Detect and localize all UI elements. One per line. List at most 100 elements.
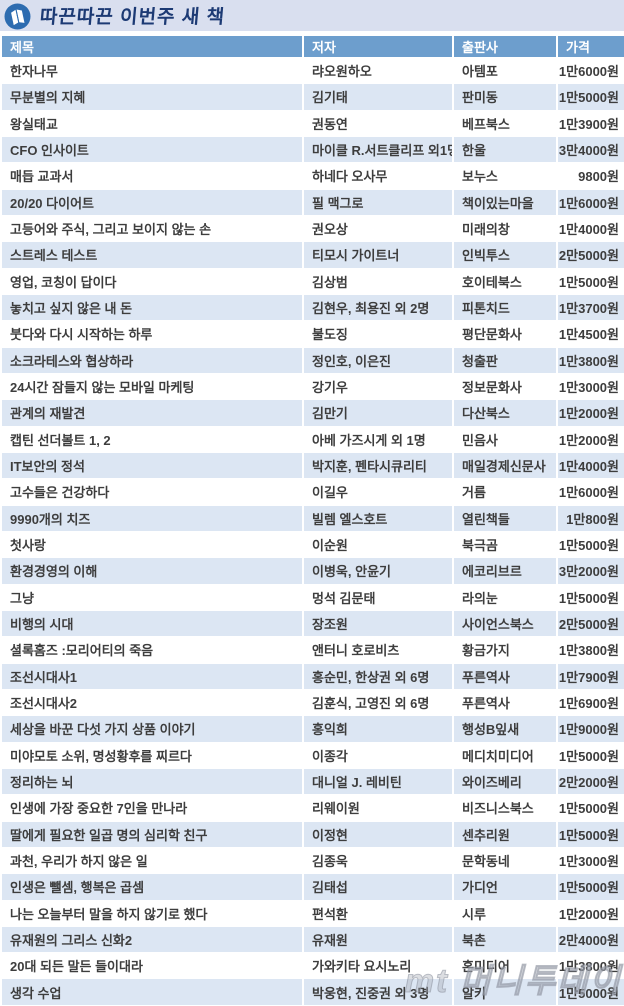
cell-author: 유재원 <box>302 925 454 954</box>
cell-price: 3만2000원 <box>556 557 624 585</box>
cell-price: 1만3800원 <box>556 346 624 374</box>
cell-author: 홍익희 <box>302 715 454 743</box>
cell-title: 캡틴 선더볼트 1, 2 <box>0 425 304 453</box>
cell-price: 1만4000원 <box>556 451 624 480</box>
cell-publisher: 미래의창 <box>452 214 558 243</box>
table-row: IT보안의 정석 박지훈, 펜타시큐리티 매일경제신문사 1만4000원 <box>0 451 624 480</box>
cell-price: 1만7900원 <box>556 662 624 690</box>
cell-title: 조선시대사1 <box>0 662 304 690</box>
cell-title: 한자나무 <box>0 56 304 85</box>
cell-author: 하네다 오사무 <box>302 162 454 190</box>
cell-price: 1만9000원 <box>556 715 624 743</box>
table-row: 24시간 잠들지 않는 모바일 마케팅 강기우 정보문화사 1만3000원 <box>0 372 624 401</box>
cell-author: 빌렘 엘스호트 <box>302 504 454 532</box>
cell-publisher: 베프북스 <box>452 109 558 137</box>
table-row: 고수들은 건강하다 이길우 거름 1만6000원 <box>0 478 624 506</box>
cell-publisher: 평단문화사 <box>452 320 558 348</box>
cell-publisher: 아템포 <box>452 56 558 85</box>
cell-title: 비행의 시대 <box>0 609 304 638</box>
cell-author: 장조원 <box>302 609 454 638</box>
table-row: 20/20 다이어트 필 맥그로 책이있는마을 1만6000원 <box>0 188 624 216</box>
table-row: 딸에게 필요한 일곱 명의 심리학 친구 이정현 센추리원 1만5000원 <box>0 820 624 848</box>
cell-publisher: 푸른역사 <box>452 688 558 717</box>
cell-author: 홍순민, 한상권 외 6명 <box>302 662 454 690</box>
column-header-price: 가격 <box>556 35 624 58</box>
table-header-row: 제목 저자 출판사 가격 <box>0 35 624 58</box>
cell-author: 이길우 <box>302 478 454 506</box>
cell-title: 20/20 다이어트 <box>0 188 304 216</box>
column-header-publisher: 출판사 <box>452 35 558 58</box>
cell-title: 소크라테스와 협상하라 <box>0 346 304 374</box>
table-row: 셜록홈즈 :모리어티의 죽음 앤터니 호로비츠 황금가지 1만3800원 <box>0 636 624 664</box>
cell-author: 김상범 <box>302 267 454 295</box>
cell-price: 1만5000원 <box>556 741 624 769</box>
cell-publisher: 다산북스 <box>452 399 558 427</box>
cell-title: 고수들은 건강하다 <box>0 478 304 506</box>
cell-author: 랴오원하오 <box>302 56 454 85</box>
cell-title: 과천, 우리가 하지 않은 일 <box>0 846 304 875</box>
cell-price: 1만3800원 <box>556 636 624 664</box>
cell-title: 세상을 바꾼 다섯 가지 상품 이야기 <box>0 715 304 743</box>
cell-title: 9990개의 치즈 <box>0 504 304 532</box>
table-row: 그냥 멍석 김문태 라의눈 1만5000원 <box>0 583 624 611</box>
cell-publisher: 호이테북스 <box>452 267 558 295</box>
cell-price: 1만2000원 <box>556 399 624 427</box>
table-row: 인생에 가장 중요한 7인을 만나라 리웨이원 비즈니스북스 1만5000원 <box>0 794 624 822</box>
table-row: 미야모토 소위, 명성황후를 찌르다 이종각 메디치미디어 1만5000원 <box>0 741 624 769</box>
cell-price: 1만6000원 <box>556 478 624 506</box>
cell-author: 김태섭 <box>302 873 454 901</box>
table-row: 왕실태교 권동연 베프북스 1만3900원 <box>0 109 624 137</box>
table-row: 비행의 시대 장조원 사이언스북스 2만5000원 <box>0 609 624 638</box>
cell-title: 관계의 재발견 <box>0 399 304 427</box>
cell-price: 1만5000원 <box>556 794 624 822</box>
table-row: 캡틴 선더볼트 1, 2 아베 가즈시게 외 1명 민음사 1만2000원 <box>0 425 624 453</box>
cell-publisher: 시루 <box>452 899 558 927</box>
cell-publisher: 한울 <box>452 135 558 164</box>
cell-author: 이병욱, 안윤기 <box>302 557 454 585</box>
cell-author: 리웨이원 <box>302 794 454 822</box>
cell-author: 이정현 <box>302 820 454 848</box>
cell-publisher: 에코리브르 <box>452 557 558 585</box>
table-row: 관계의 재발견 김만기 다산북스 1만2000원 <box>0 399 624 427</box>
cell-price: 2만2000원 <box>556 767 624 796</box>
cell-title: 미야모토 소위, 명성황후를 찌르다 <box>0 741 304 769</box>
cell-price: 1만5000원 <box>556 820 624 848</box>
cell-price: 1만3000원 <box>556 846 624 875</box>
table-row: 조선시대사1 홍순민, 한상권 외 6명 푸른역사 1만7900원 <box>0 662 624 690</box>
cell-author: 티모시 가이트너 <box>302 241 454 269</box>
cell-price: 1만3000원 <box>556 372 624 401</box>
table-row: 소크라테스와 협상하라 정인호, 이은진 청출판 1만3800원 <box>0 346 624 374</box>
cell-title: IT보안의 정석 <box>0 451 304 480</box>
cell-price: 1만5000원 <box>556 873 624 901</box>
cell-price: 3만4000원 <box>556 135 624 164</box>
table-row: 한자나무 랴오원하오 아템포 1만6000원 <box>0 56 624 85</box>
cell-author: 마이클 R.서트클리프 외1명 <box>302 135 454 164</box>
cell-publisher: 메디치미디어 <box>452 741 558 769</box>
cell-price: 1만5000원 <box>556 978 624 1006</box>
cell-title: 영업, 코칭이 답이다 <box>0 267 304 295</box>
cell-author: 가와키타 요시노리 <box>302 952 454 980</box>
table-row: 스트레스 테스트 티모시 가이트너 인빅투스 2만5000원 <box>0 241 624 269</box>
table-row: 9990개의 치즈 빌렘 엘스호트 열린책들 1만800원 <box>0 504 624 532</box>
cell-publisher: 혼미디어 <box>452 952 558 980</box>
cell-publisher: 보누스 <box>452 162 558 190</box>
cell-title: 정리하는 뇌 <box>0 767 304 796</box>
cell-publisher: 사이언스북스 <box>452 609 558 638</box>
column-header-title: 제목 <box>0 35 304 58</box>
cell-publisher: 문학동네 <box>452 846 558 875</box>
cell-price: 1만2000원 <box>556 899 624 927</box>
cell-publisher: 알키 <box>452 978 558 1006</box>
cell-price: 1만800원 <box>556 504 624 532</box>
cell-price: 1만4000원 <box>556 214 624 243</box>
table-row: 영업, 코칭이 답이다 김상범 호이테북스 1만5000원 <box>0 267 624 295</box>
cell-title: 스트레스 테스트 <box>0 241 304 269</box>
cell-title: 24시간 잠들지 않는 모바일 마케팅 <box>0 372 304 401</box>
cell-price: 9800원 <box>556 162 624 190</box>
cell-publisher: 센추리원 <box>452 820 558 848</box>
cell-publisher: 판미동 <box>452 83 558 111</box>
cell-title: 딸에게 필요한 일곱 명의 심리학 친구 <box>0 820 304 848</box>
cell-price: 1만6900원 <box>556 688 624 717</box>
cell-author: 권오상 <box>302 214 454 243</box>
cell-title: 나는 오늘부터 말을 하지 않기로 했다 <box>0 899 304 927</box>
